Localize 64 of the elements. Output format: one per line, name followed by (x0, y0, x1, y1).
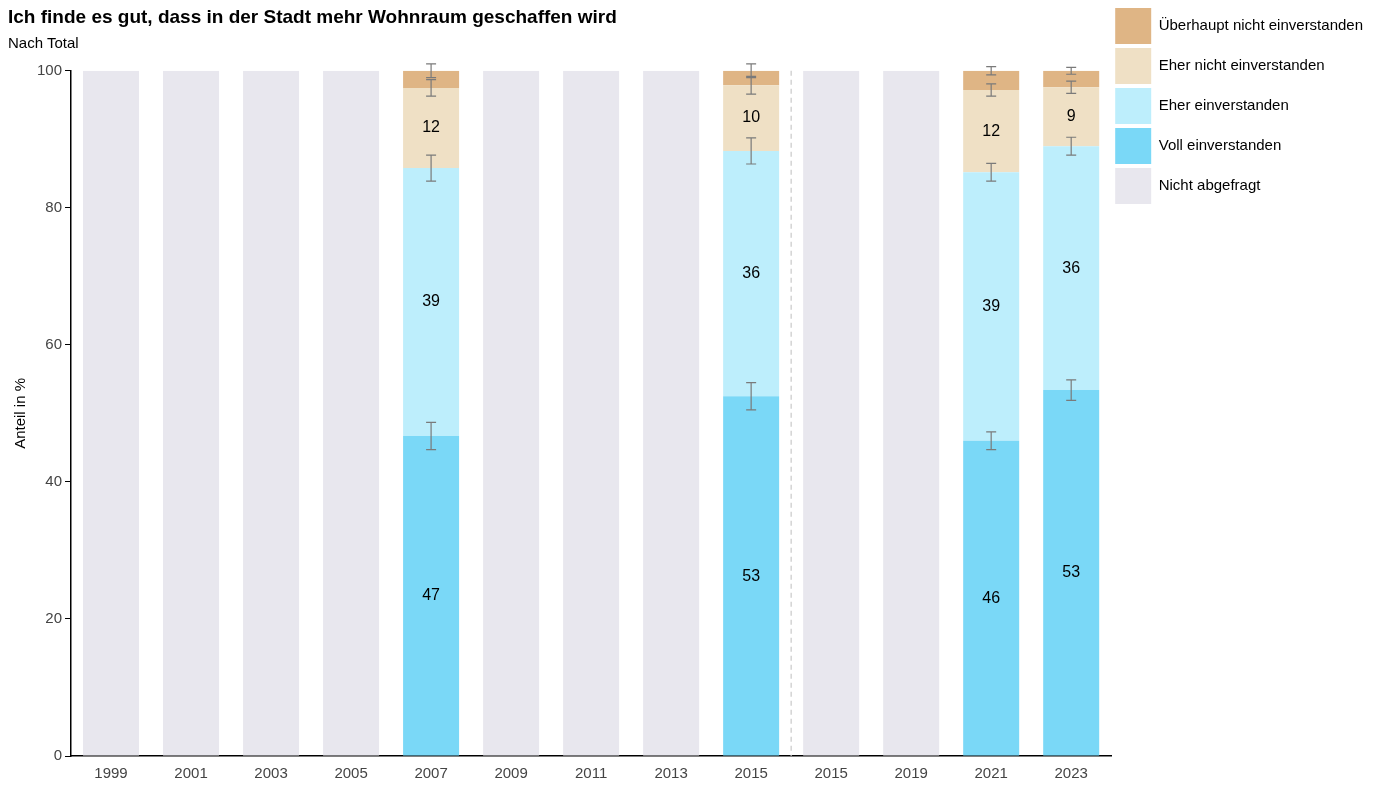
data-label: 12 (982, 121, 1001, 139)
bar (723, 70, 780, 86)
y-tick-label: 60 (45, 335, 63, 353)
x-tick-label: 2009 (494, 764, 528, 782)
data-label: 36 (1062, 258, 1081, 276)
x-tick-label: 2003 (254, 764, 288, 782)
bar (963, 70, 1020, 90)
bar (563, 70, 620, 756)
x-tick-label: 2007 (414, 764, 448, 782)
y-axis-title: Anteil in % (11, 377, 29, 449)
x-tick-label: 2023 (1054, 764, 1088, 782)
y-tick-label: 40 (45, 472, 63, 490)
bar (643, 70, 700, 756)
data-label: 53 (742, 566, 761, 584)
bar (403, 436, 460, 756)
x-tick-label: 2011 (574, 764, 608, 782)
bar (483, 70, 540, 756)
bar (403, 87, 460, 169)
x-tick-label: 1999 (94, 764, 128, 782)
bar (803, 70, 860, 756)
bar (1043, 146, 1100, 391)
legend-label: Eher nicht einverstanden (1158, 56, 1325, 74)
y-tick-label: 0 (53, 746, 63, 764)
legend-label: Nicht abgefragt (1158, 176, 1262, 194)
x-tick-label: 2019 (894, 764, 928, 782)
bar (323, 70, 380, 756)
bar (243, 70, 300, 756)
legend-label: Überhaupt nicht einverstanden (1158, 16, 1364, 34)
x-tick-label: 2015 (814, 764, 848, 782)
x-tick-label: 2001 (174, 764, 208, 782)
bar (163, 70, 220, 756)
data-label: 53 (1062, 563, 1081, 581)
data-label: 12 (422, 118, 441, 136)
bar (403, 70, 460, 88)
x-tick-label: 2013 (654, 764, 688, 782)
bar (723, 150, 780, 397)
bar (403, 168, 460, 437)
bar (723, 85, 780, 151)
bar (83, 70, 140, 756)
chart-subtitle: Nach Total (8, 33, 79, 51)
bar (883, 70, 940, 756)
bar (1043, 70, 1100, 88)
y-tick-label: 100 (37, 60, 63, 78)
bar (963, 89, 1020, 173)
chart-title: Ich finde es gut, dass in der Stadt mehr Wohnraum geschaffen wird (8, 5, 617, 27)
data-label: 39 (982, 296, 1001, 314)
legend-label: Voll einverstanden (1158, 136, 1282, 154)
bar (1043, 87, 1100, 147)
data-label: 39 (422, 292, 441, 310)
y-tick-label: 20 (45, 609, 63, 627)
data-label: 9 (1066, 107, 1076, 125)
bar (963, 172, 1020, 441)
data-label: 10 (742, 108, 761, 126)
y-tick-label: 80 (45, 197, 63, 215)
bar (963, 440, 1020, 756)
x-tick-label: 2005 (334, 764, 368, 782)
data-label: 36 (742, 264, 761, 282)
data-label: 46 (982, 588, 1001, 606)
bar (723, 396, 780, 756)
legend-label: Eher einverstanden (1158, 96, 1289, 114)
data-label: 47 (422, 586, 441, 604)
bar (1043, 390, 1100, 756)
x-tick-label: 2015 (734, 764, 768, 782)
x-tick-label: 2021 (974, 764, 1008, 782)
